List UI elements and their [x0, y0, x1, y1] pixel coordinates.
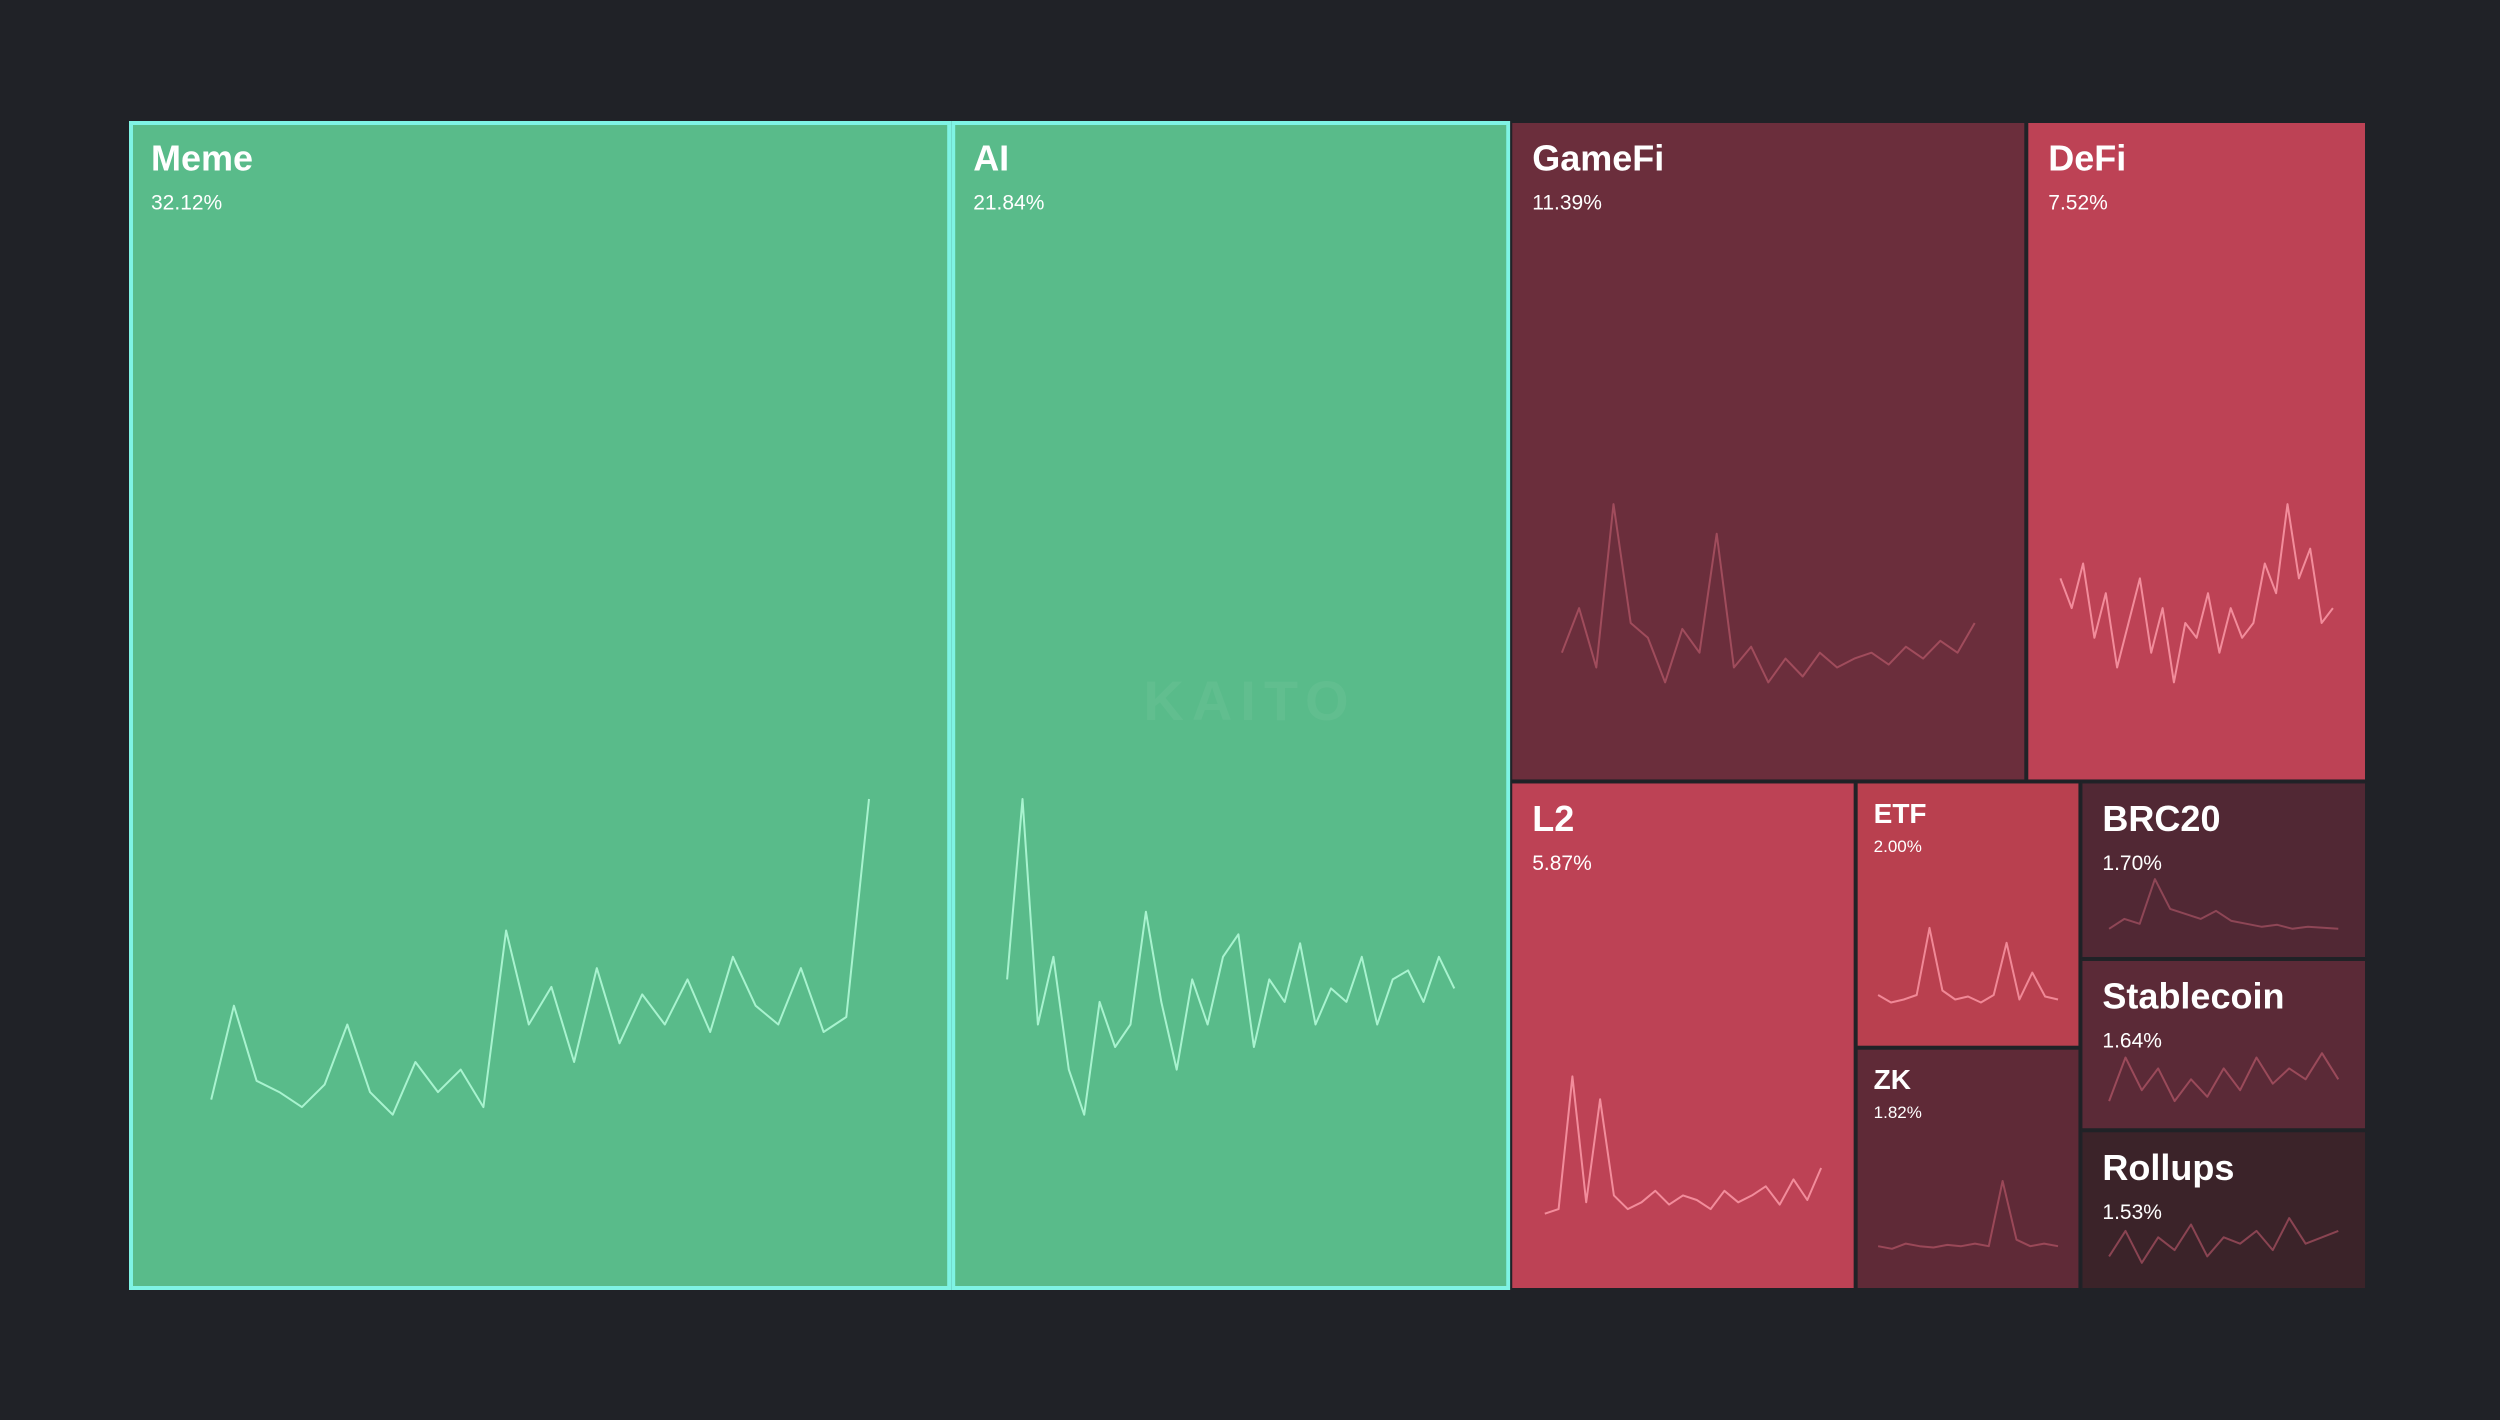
tile-value-label: 5.87%	[1532, 852, 1592, 875]
tile[interactable]: AI 21.84%	[951, 121, 1511, 1290]
tile-name: Rollups	[2102, 1147, 2234, 1188]
tile-name: DeFi	[2048, 138, 2126, 179]
watermark: KAITO	[1143, 669, 1356, 732]
tiles: Meme 32.12% AI 21.84% GameFi 11.39% DeFi 7.52% L…	[129, 121, 2368, 1291]
tile-value-label: 2.00%	[1874, 837, 1922, 856]
sparkline	[210, 798, 870, 1116]
tile-name: L2	[1532, 798, 1574, 839]
tile[interactable]: ZK 1.82%	[1855, 1047, 2081, 1291]
tile-rect[interactable]	[2080, 958, 2367, 1131]
tile[interactable]: L2 5.87%	[1510, 781, 1856, 1291]
tile-rect[interactable]	[2080, 781, 2367, 959]
tile[interactable]: Meme 32.12%	[129, 121, 952, 1290]
tile-name: ZK	[1874, 1064, 1911, 1095]
sparkline	[1560, 503, 1976, 684]
tile-name: BRC20	[2102, 798, 2220, 839]
tile-value-label: 1.70%	[2102, 852, 2162, 875]
sparkline	[2108, 878, 2339, 930]
tile-rect[interactable]	[2080, 1130, 2367, 1290]
tile[interactable]: BRC20 1.70%	[2080, 781, 2367, 959]
tile-rect[interactable]	[129, 121, 952, 1290]
tile-value-label: 1.53%	[2102, 1201, 2162, 1224]
tile-rect[interactable]	[951, 121, 1511, 1290]
sparkline	[1544, 1075, 1823, 1215]
tile-name: AI	[973, 138, 1009, 179]
tile-value-label: 21.84%	[973, 192, 1044, 215]
tile[interactable]: Rollups 1.53%	[2080, 1130, 2367, 1290]
tile-value-label: 11.39%	[1532, 192, 1602, 215]
tile-rect[interactable]	[1510, 781, 1856, 1291]
tile-value-label: 1.64%	[2102, 1030, 2162, 1053]
tile[interactable]: GameFi 11.39%	[1510, 121, 2027, 782]
tile-value-label: 7.52%	[2048, 192, 2108, 215]
tile-rect[interactable]	[1510, 121, 2027, 782]
sparkline	[2059, 503, 2334, 684]
tile[interactable]: Stablecoin 1.64%	[2080, 958, 2367, 1131]
tile-value-label: 1.82%	[1874, 1103, 1922, 1122]
tile-value-label: 32.12%	[151, 192, 222, 215]
sparkline	[1006, 798, 1456, 1116]
sparkline	[1877, 926, 2059, 1004]
tile-name: Meme	[151, 138, 253, 179]
tile-name: Stablecoin	[2102, 975, 2284, 1016]
sparkline	[1877, 1180, 2059, 1250]
tile-name: GameFi	[1532, 138, 1664, 179]
tile[interactable]: ETF 2.00%	[1855, 781, 2081, 1048]
tile-rect[interactable]	[2026, 121, 2368, 782]
sparkline	[2108, 1217, 2339, 1264]
tile[interactable]: DeFi 7.52%	[2026, 121, 2368, 782]
sparkline	[2108, 1052, 2340, 1103]
tile-name: ETF	[1874, 798, 1927, 829]
